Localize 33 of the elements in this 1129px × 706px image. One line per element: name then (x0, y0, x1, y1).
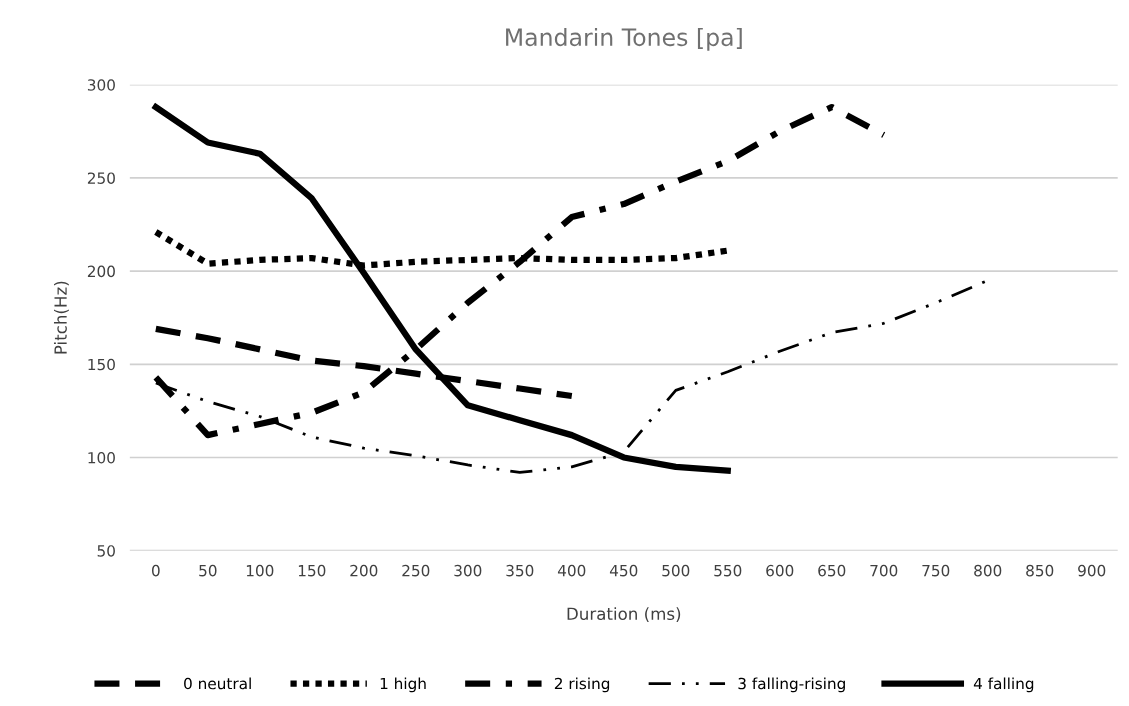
legend-label: 0 neutral (184, 677, 251, 690)
y-tick-label: 50 (97, 545, 115, 557)
x-tick-label: 200 (350, 564, 378, 577)
x-tick-label: 400 (557, 564, 586, 577)
x-tick-label: 600 (766, 564, 794, 577)
x-tick-label: 150 (298, 564, 326, 577)
x-tick-label: 50 (199, 564, 217, 577)
y-tick-label: 300 (87, 79, 115, 91)
x-tick-label: 100 (246, 564, 274, 577)
x-tick-label: 800 (974, 564, 1002, 577)
chart-title: Mandarin Tones [pa] (506, 27, 742, 51)
y-tick-label: 250 (87, 172, 115, 184)
x-tick-label: 350 (506, 564, 534, 577)
legend-label: 2 rising (554, 677, 610, 693)
x-tick-label: 650 (818, 564, 846, 577)
x-tick-label: 550 (714, 564, 742, 577)
y-tick-label: 100 (88, 451, 115, 464)
x-tick-label: 850 (1026, 564, 1054, 577)
x-tick-label: 300 (454, 564, 482, 577)
y-axis-title: Pitch(Hz) (53, 281, 69, 354)
x-tick-label: 750 (922, 564, 950, 577)
legend-label: 1 high (380, 677, 426, 693)
legend-label: 3 falling-rising (738, 677, 845, 693)
x-tick-label: 700 (870, 564, 898, 577)
x-axis-title: Duration (ms) (567, 607, 681, 622)
x-tick-label: 250 (402, 564, 430, 577)
y-tick-label: 200 (87, 265, 115, 278)
x-tick-label: 500 (662, 564, 690, 577)
legend-label: 4 falling (973, 677, 1034, 693)
x-tick-label: 450 (609, 564, 638, 577)
x-tick-label: 900 (1078, 564, 1106, 577)
x-tick-label: 0 (151, 564, 160, 577)
y-tick-label: 150 (88, 358, 115, 371)
